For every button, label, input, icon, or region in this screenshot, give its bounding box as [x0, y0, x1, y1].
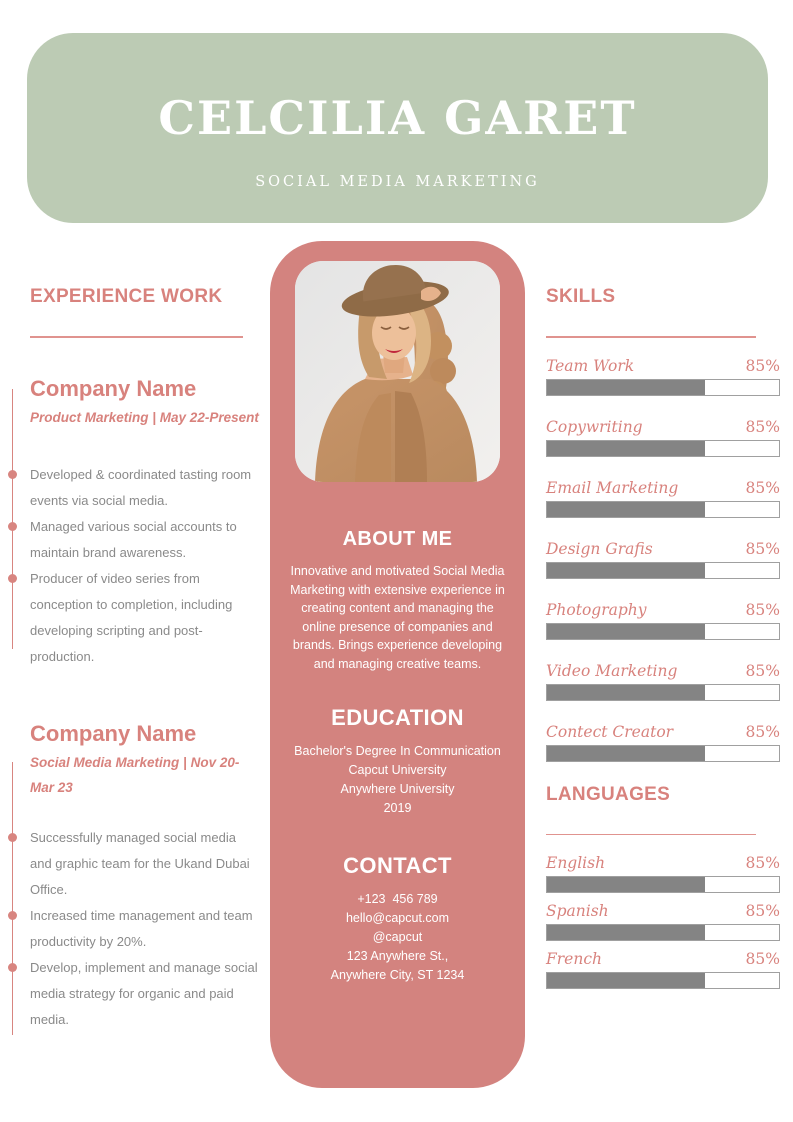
experience-bullet: Developed & coordinated tasting room eve… — [8, 462, 260, 514]
skill-item-bar-fill — [547, 745, 705, 761]
language-item-label: English — [546, 854, 606, 872]
skill-item: Contect Creator 85% — [546, 723, 780, 762]
contact-line: 123 Anywhere St., — [346, 948, 449, 963]
skill-item-label: Design Grafis — [546, 539, 653, 558]
skill-item-label: Team Work — [546, 356, 635, 375]
about-title: ABOUT ME — [342, 528, 453, 550]
contact-title: CONTACT — [343, 852, 452, 878]
language-item-percent: 85% — [745, 854, 780, 872]
skills-list: Team Work 85% Copywriting 85% Email Marketin… — [546, 357, 780, 762]
language-item-bar-track — [546, 924, 780, 941]
experience-divider — [30, 336, 243, 338]
language-item-bar-fill — [547, 973, 705, 988]
experience-job-1: Company Name Product Marketing | May 22-… — [8, 375, 262, 670]
language-item-label: French — [546, 950, 602, 968]
timeline-line — [11, 761, 13, 1035]
languages-section: LANGUAGES English 85% Spanish 85% French 85% — [546, 783, 780, 989]
header-banner: CELCILIA GARET SOCIAL MEDIA MARKETING — [27, 33, 768, 223]
skill-item-bar-fill — [547, 440, 705, 456]
language-item: French 85% — [546, 950, 780, 989]
skill-item-bar-track — [546, 378, 780, 396]
language-item-bar-fill — [547, 877, 705, 892]
skill-item-bar-fill — [547, 562, 705, 578]
skill-item-bar-fill — [547, 684, 705, 700]
experience-bullet: Managed various social accounts to maint… — [8, 514, 260, 566]
company-name: Company Name — [30, 720, 197, 746]
experience-bullets: Developed & coordinated tasting room eve… — [8, 462, 260, 670]
language-item-percent: 85% — [745, 902, 780, 920]
skill-item-bar-track — [546, 683, 780, 701]
skill-item: Video Marketing 85% — [546, 662, 780, 701]
skills-title: SKILLS — [546, 286, 616, 307]
skill-item: Team Work 85% — [546, 357, 780, 396]
contact-lines: +123 456 789 hello@capcut.com @capcut 123 A… — [270, 890, 525, 985]
language-item: English 85% — [546, 854, 780, 893]
job-meta: Product Marketing | May 22-Present — [30, 409, 259, 425]
skill-item-bar-fill — [547, 379, 705, 395]
skill-item-percent: 85% — [745, 478, 780, 497]
contact-line: Anywhere City, ST 1234 — [330, 967, 465, 982]
experience-section: EXPERIENCE WORK Company Name Product Mar… — [8, 286, 262, 1035]
contact-line: @capcut — [372, 929, 423, 944]
language-item-percent: 85% — [745, 950, 780, 968]
languages-title: LANGUAGES — [546, 783, 671, 805]
education-title: EDUCATION — [331, 704, 464, 730]
job-meta: Social Media Marketing | Nov 20-Mar 23 — [30, 754, 240, 795]
languages-list: English 85% Spanish 85% French 85% — [546, 854, 780, 989]
skill-item-label: Email Marketing — [546, 478, 679, 497]
company-name: Company Name — [30, 375, 197, 401]
experience-title: EXPERIENCE WORK — [30, 286, 223, 307]
contact-line: +123 456 789 — [357, 891, 438, 906]
skill-item-bar-track — [546, 500, 780, 518]
education-line: Anywhere University — [340, 781, 455, 796]
timeline-line — [11, 388, 13, 649]
skill-item: Email Marketing 85% — [546, 479, 780, 518]
skill-item-label: Video Marketing — [546, 661, 678, 680]
skill-item-bar-track — [546, 561, 780, 579]
skill-item-bar-track — [546, 744, 780, 762]
skill-item-bar-track — [546, 439, 780, 457]
skill-item-percent: 85% — [745, 356, 780, 375]
education-line: 2019 — [383, 800, 412, 815]
language-item-bar-track — [546, 876, 780, 893]
skill-item-percent: 85% — [745, 661, 780, 680]
education-line: Capcut University — [348, 762, 447, 777]
contact-line: hello@capcut.com — [345, 910, 449, 925]
language-item-bar-fill — [547, 925, 705, 940]
experience-bullet: Successfully managed social media and gr… — [8, 825, 260, 903]
skill-item: Copywriting 85% — [546, 418, 780, 457]
person-role: SOCIAL MEDIA MARKETING — [255, 174, 540, 190]
experience-bullet: Develop, implement and manage social med… — [8, 955, 260, 1033]
skill-item: Photography 85% — [546, 601, 780, 640]
skill-item-percent: 85% — [745, 722, 780, 741]
skill-item: Design Grafis 85% — [546, 540, 780, 579]
experience-bullet: Increased time management and team produ… — [8, 903, 260, 955]
language-item-bar-track — [546, 972, 780, 989]
profile-photo — [295, 261, 500, 482]
skill-item-label: Contect Creator — [546, 722, 674, 741]
skills-section: SKILLS Team Work 85% Copywriting 85% Email M… — [546, 286, 780, 998]
about-text: Innovative and motivated Social Media Ma… — [290, 564, 505, 671]
skill-item-bar-track — [546, 622, 780, 640]
language-item-label: Spanish — [546, 902, 609, 920]
skill-item-label: Photography — [546, 600, 647, 619]
skill-item-percent: 85% — [745, 417, 780, 436]
profile-card: ABOUT ME Innovative and motivated Social… — [270, 241, 525, 1088]
portrait-illustration — [295, 261, 500, 482]
education-line: Bachelor's Degree In Communication — [294, 743, 501, 758]
person-name: CELCILIA GARET — [158, 91, 637, 145]
skill-item-bar-fill — [547, 501, 705, 517]
experience-job-2: Company Name Social Media Marketing | No… — [8, 720, 262, 1035]
skill-item-percent: 85% — [745, 539, 780, 558]
experience-bullets: Successfully managed social media and gr… — [8, 825, 260, 1033]
skill-item-percent: 85% — [745, 600, 780, 619]
languages-divider — [546, 833, 756, 835]
skill-item-bar-fill — [547, 623, 705, 639]
education-lines: Bachelor's Degree In Communication Capcut… — [270, 742, 525, 818]
skills-divider — [546, 336, 756, 338]
skill-item-label: Copywriting — [546, 417, 643, 436]
experience-bullet: Producer of video series from conception… — [8, 566, 260, 670]
language-item: Spanish 85% — [546, 902, 780, 941]
